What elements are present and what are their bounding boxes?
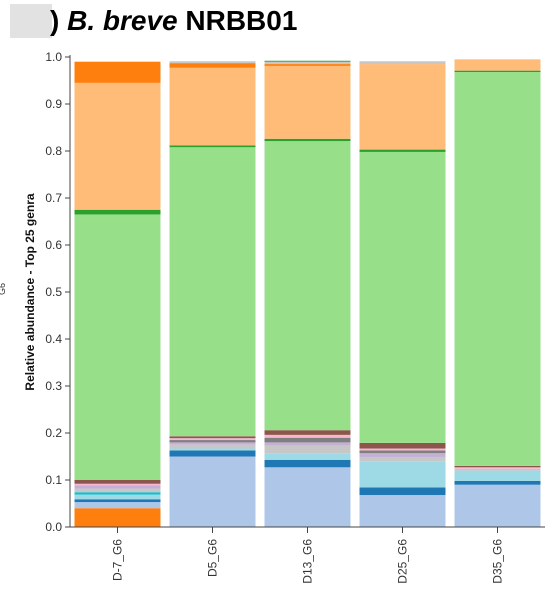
bar-segment <box>169 456 256 527</box>
bar-segment <box>169 63 256 68</box>
x-tick-label: D5_G6 <box>206 539 220 577</box>
y-tick-label: 0.1 <box>45 473 62 487</box>
x-tick-label: D13_G6 <box>301 539 315 584</box>
bars <box>74 59 541 527</box>
y-tick-label: 0.5 <box>45 285 62 299</box>
bar-segment <box>264 453 351 460</box>
title-species: B. breve <box>67 5 178 36</box>
y-tick-label: 0.7 <box>45 191 62 205</box>
bar-segment <box>264 138 351 142</box>
y-tick-label: 0.4 <box>45 332 62 346</box>
bar-segment <box>169 67 256 146</box>
x-tick-label: D25_G6 <box>396 539 410 584</box>
bar-segment <box>264 445 351 454</box>
title-panel-letter-mask <box>10 4 52 38</box>
bar-stack-D13_G6 <box>264 60 351 527</box>
bar-stack-D25_G6 <box>359 61 446 527</box>
bar-segment <box>169 438 256 441</box>
bar-segment <box>74 480 161 484</box>
bar-segment <box>169 444 256 449</box>
bar-segment <box>454 484 541 527</box>
bar-segment <box>359 461 446 488</box>
title-strain: NRBB01 <box>185 5 298 36</box>
bar-segment <box>454 470 541 481</box>
y-tick-label: 0.3 <box>45 379 62 393</box>
bar-segment <box>169 448 256 451</box>
bar-segment <box>454 468 541 471</box>
bar-segment <box>454 59 541 71</box>
y-axis: 0.0 0.1 0.2 0.3 0.4 0.5 0.6 0.7 0.8 0.9 1.0 <box>45 50 71 534</box>
y-tick-label: 0.6 <box>45 238 62 252</box>
bar-segment <box>359 151 446 443</box>
y-tick-label: 0.0 <box>45 520 62 534</box>
bar-stack-D35_G6 <box>454 59 541 527</box>
bar-segment <box>359 64 446 150</box>
bar-segment <box>359 442 446 449</box>
bar-segment <box>359 149 446 152</box>
y-tick-label: 0.9 <box>45 97 62 111</box>
title-text: ) B. breve NRBB01 <box>50 5 297 37</box>
bar-segment <box>359 487 446 496</box>
y-axis-label: Relative abundance - Top 25 genra <box>23 193 37 390</box>
bar-segment <box>264 141 351 431</box>
bar-segment <box>264 459 351 468</box>
bar-segment <box>74 485 161 489</box>
y-tick-label: 0.2 <box>45 426 62 440</box>
bar-stack-D5_G6 <box>169 61 256 527</box>
bar-segment <box>359 448 446 451</box>
bar-segment <box>264 64 351 66</box>
bar-segment <box>359 450 446 454</box>
bar-segment <box>74 494 161 500</box>
bar-segment <box>264 61 351 65</box>
bar-segment <box>74 488 161 493</box>
y-tick-label: 1.0 <box>45 50 62 64</box>
bar-segment <box>264 65 351 139</box>
bar-segment <box>359 495 446 527</box>
bar-segment <box>74 61 161 83</box>
bar-segment <box>359 456 446 462</box>
bar-segment <box>169 147 256 437</box>
bar-segment <box>454 467 541 469</box>
chart-title: ) B. breve NRBB01 <box>10 4 550 40</box>
bar-segment <box>74 492 161 495</box>
bar-segment <box>454 70 541 73</box>
y-tick-label: 0.8 <box>45 144 62 158</box>
bar-segment <box>359 61 446 65</box>
bar-segment <box>74 82 161 210</box>
bar-segment <box>74 209 161 215</box>
bar-segment <box>169 440 256 443</box>
x-tick-label: D-7_G6 <box>111 539 125 581</box>
title-prefix: ) <box>50 5 60 36</box>
bar-segment <box>454 465 541 468</box>
bar-segment <box>264 442 351 446</box>
bar-segment <box>169 450 256 457</box>
bar-segment <box>74 502 161 509</box>
bar-segment <box>74 483 161 486</box>
x-tick-label: D35_G6 <box>491 539 505 584</box>
bar-segment <box>74 214 161 480</box>
bar-segment <box>74 499 161 503</box>
bar-segment <box>264 437 351 443</box>
bar-segment <box>169 145 256 148</box>
bar-segment <box>454 480 541 485</box>
bar-segment <box>264 434 351 438</box>
bar-segment <box>74 508 161 527</box>
bar-segment <box>359 453 446 457</box>
bar-segment <box>454 72 541 466</box>
bar-segment <box>264 467 351 527</box>
bar-segment <box>169 436 256 439</box>
bar-segment <box>264 430 351 435</box>
bar-stack-D-7_G6 <box>74 61 161 527</box>
bar-segment <box>169 442 256 445</box>
bar-segment <box>169 61 256 64</box>
x-axis: D-7_G6 D5_G6 D13_G6 D25_G6 D35_G6 <box>70 526 545 584</box>
bar-segment <box>264 60 351 62</box>
